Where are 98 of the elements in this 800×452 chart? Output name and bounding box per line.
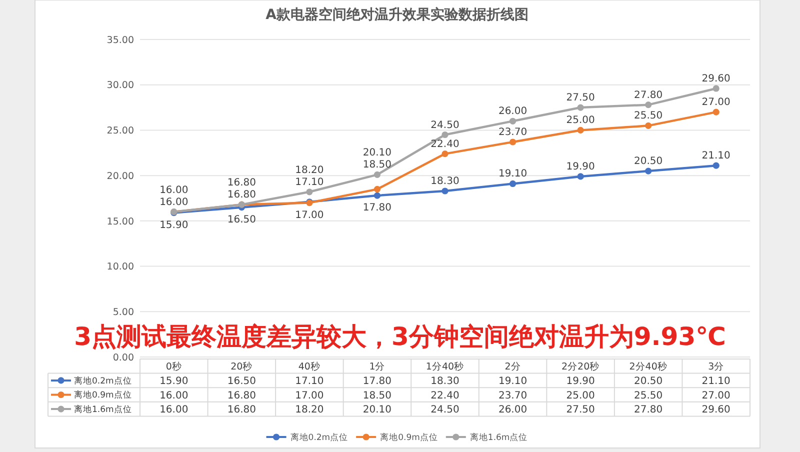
text: 16.50 (227, 214, 256, 226)
text: 24.50 (430, 120, 460, 131)
x-tick-label: 2分40秒 (629, 360, 668, 372)
point (306, 188, 313, 196)
y-tick-label: 0.00 (112, 352, 134, 364)
x-tick-label: 2分20秒 (561, 360, 600, 372)
text: 18.30 (430, 176, 460, 187)
data-label: 27.50 (566, 404, 595, 416)
point (577, 173, 584, 180)
data-label: 29.60 (702, 404, 730, 416)
text: 16.00 (160, 184, 188, 196)
y-tick-label: 10.00 (106, 262, 134, 273)
point (374, 192, 381, 199)
text: 16.00 (160, 196, 188, 208)
point (712, 162, 720, 169)
data-label: 19.10 (498, 376, 528, 387)
data-label: 18.50 (362, 390, 392, 402)
y-tick-label: 25.00 (106, 126, 134, 137)
data-label: 16.00 (160, 404, 188, 416)
point (645, 168, 652, 174)
data-label: 19.90 (566, 376, 595, 387)
y-tick-label: 35.00 (106, 34, 134, 46)
text: 23.70 (498, 127, 528, 138)
data-label: 25.50 (634, 390, 663, 402)
y-tick-label: 15.00 (106, 216, 134, 228)
data-label: 24.50 (430, 404, 460, 416)
text: 离地0.2m点位 (290, 432, 348, 443)
legend-label: 离地0.2m点位 (74, 375, 132, 386)
data-label: 27.80 (634, 404, 663, 416)
data-label: 17.00 (295, 390, 324, 402)
text: 16.80 (227, 178, 256, 189)
point (645, 102, 652, 108)
point (577, 126, 584, 134)
text: 15.90 (160, 220, 188, 231)
text: 16.80 (227, 190, 256, 201)
text: 29.60 (702, 73, 730, 84)
data-label: 16.80 (227, 404, 256, 416)
text: 22.40 (430, 138, 460, 150)
x-tick-label: 2分 (504, 360, 521, 372)
point (442, 188, 448, 194)
point (645, 122, 652, 129)
text: 25.00 (566, 115, 595, 126)
text: 21.10 (702, 150, 730, 162)
data-label: 16.80 (227, 390, 256, 402)
point (374, 186, 381, 192)
data-label: 16.00 (160, 390, 188, 402)
point (509, 118, 516, 124)
text: 离地1.6m点位 (470, 432, 528, 443)
data-label: 26.00 (498, 404, 528, 416)
y-tick-label: 5.00 (112, 306, 134, 318)
text: 26.00 (498, 106, 528, 118)
text: 25.50 (634, 110, 663, 122)
text: 27.50 (566, 92, 595, 104)
point (374, 171, 381, 178)
data-label: 17.10 (295, 376, 324, 387)
point (712, 85, 720, 92)
data-label: 15.90 (160, 376, 188, 387)
point (442, 131, 448, 138)
point (712, 108, 720, 116)
legend-label: 离地0.9m点位 (74, 390, 132, 401)
annotation: 3点测试最终温度差异较大，3分钟空间绝对温升为9.93℃ (74, 322, 726, 351)
x-tick-label: 3分 (708, 360, 724, 372)
text: 27.80 (634, 90, 663, 101)
data-label: 18.30 (430, 376, 460, 387)
chart-title: A款电器空间绝对温升效果实验数据折线图 (266, 6, 528, 23)
x-tick-label: 1分40秒 (426, 360, 464, 372)
text: 20.10 (362, 148, 392, 159)
x-tick-label: 1分 (369, 360, 386, 372)
text: 17.80 (362, 202, 392, 214)
data-label: 17.80 (362, 376, 392, 387)
data-label: 21.10 (702, 376, 730, 387)
data-label: 16.50 (227, 376, 256, 387)
data-label: 22.40 (430, 390, 460, 402)
text: 27.00 (702, 97, 730, 108)
y-tick-label: 20.00 (106, 170, 134, 182)
x-tick-label: 0秒 (166, 360, 182, 372)
point (509, 180, 516, 188)
data-label: 18.20 (295, 404, 324, 416)
text: 19.10 (498, 168, 528, 180)
data-label: 25.00 (566, 390, 595, 402)
legend-label: 离地1.6m点位 (74, 404, 132, 416)
text: 20.50 (634, 156, 663, 168)
text: 18.20 (295, 164, 324, 176)
x-tick-label: 40秒 (298, 360, 320, 372)
text: 19.90 (566, 161, 595, 172)
text: 离地0.9m点位 (380, 432, 438, 443)
x-tick-label: 20秒 (230, 360, 253, 372)
point (577, 104, 584, 111)
point (442, 150, 448, 158)
y-tick-label: 30.00 (106, 80, 134, 92)
data-label: 27.00 (702, 390, 730, 402)
point (509, 138, 516, 146)
data-label: 23.70 (498, 390, 528, 402)
data-label: 20.50 (634, 376, 663, 387)
data-label: 20.10 (362, 404, 392, 416)
text: 17.10 (295, 176, 324, 188)
text: 17.00 (295, 210, 324, 221)
text: 18.50 (362, 160, 392, 171)
